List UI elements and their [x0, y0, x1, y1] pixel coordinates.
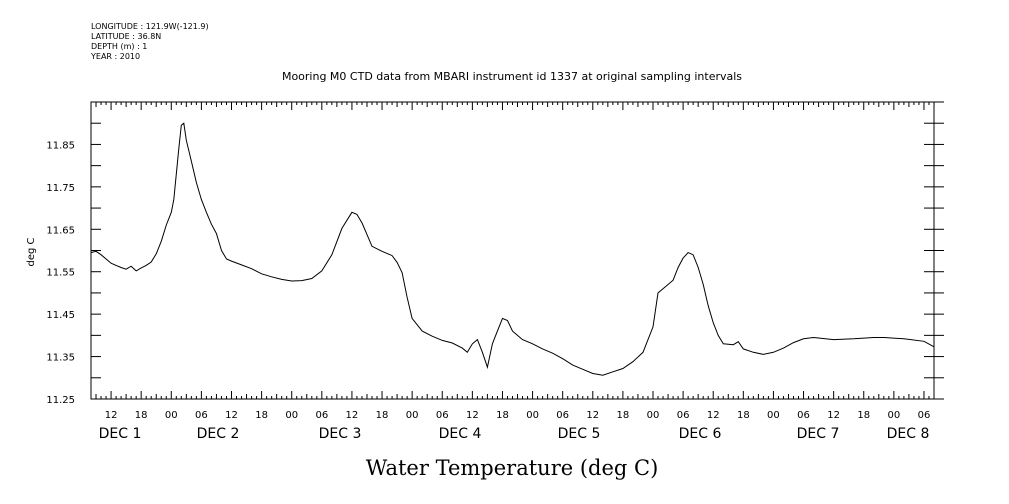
- x-tick-label: 18: [135, 410, 148, 421]
- x-axis-label: Water Temperature (deg C): [366, 456, 659, 480]
- y-tick-label: 11.75: [46, 183, 75, 194]
- temperature-series-line: [90, 122, 935, 376]
- x-tick-label: 18: [376, 410, 389, 421]
- x-tick-label: 12: [827, 410, 840, 421]
- x-tick-label: 00: [165, 410, 178, 421]
- axis-ticks: [90, 101, 944, 400]
- x-tick-label: 18: [496, 410, 509, 421]
- x-tick-label: 06: [556, 410, 569, 421]
- chart-title: Mooring M0 CTD data from MBARI instrumen…: [282, 70, 742, 83]
- x-tick-label: 12: [225, 410, 238, 421]
- x-tick-label: 00: [285, 410, 298, 421]
- x-tick-labels: 12 18 00 06 12 18 00 06 12 18 00 06 12 18 00 06 12 18 00 06…: [105, 410, 931, 421]
- longitude-line: LONGITUDE : 121.9W(-121.9): [91, 22, 209, 31]
- x-tick-label: 18: [737, 410, 750, 421]
- x-tick-label: 06: [918, 410, 931, 421]
- year-line: YEAR : 2010: [91, 52, 141, 61]
- x-tick-label: 12: [586, 410, 599, 421]
- x-day-labels: DEC 1 DEC 2 DEC 3 DEC 4 DEC 5 DEC 6 DEC 7 DEC 8: [99, 426, 930, 442]
- x-day-label: DEC 4: [439, 426, 482, 442]
- x-tick-label: 00: [406, 410, 419, 421]
- x-tick-label: 12: [466, 410, 479, 421]
- x-tick-label: 12: [707, 410, 720, 421]
- x-day-label: DEC 1: [99, 426, 142, 442]
- y-tick-label: 11.85: [46, 140, 75, 151]
- x-day-label: DEC 2: [197, 426, 240, 442]
- x-tick-label: 00: [526, 410, 539, 421]
- plot-frame: [90, 101, 935, 400]
- x-tick-label: 18: [857, 410, 870, 421]
- x-day-label: DEC 5: [558, 426, 601, 442]
- x-tick-label: 18: [255, 410, 268, 421]
- x-tick-label: 06: [195, 410, 208, 421]
- y-tick-label: 11.25: [46, 395, 75, 406]
- x-day-label: DEC 8: [887, 426, 930, 442]
- y-axis-label: deg C: [26, 237, 37, 266]
- x-tick-label: 00: [887, 410, 900, 421]
- x-tick-label: 06: [436, 410, 449, 421]
- x-tick-label: 18: [617, 410, 630, 421]
- y-tick-label: 11.45: [46, 310, 75, 321]
- x-day-label: DEC 7: [797, 426, 840, 442]
- y-tick-labels: 11.25 11.35 11.45 11.55 11.65 11.75 11.85: [46, 140, 75, 406]
- latitude-line: LATITUDE : 36.8N: [91, 32, 162, 41]
- x-tick-label: 06: [677, 410, 690, 421]
- x-tick-label: 00: [767, 410, 780, 421]
- y-tick-label: 11.65: [46, 225, 75, 236]
- x-tick-label: 06: [797, 410, 810, 421]
- y-tick-label: 11.35: [46, 353, 75, 364]
- x-tick-label: 12: [346, 410, 359, 421]
- x-day-label: DEC 3: [319, 426, 362, 442]
- x-tick-label: 12: [105, 410, 118, 421]
- metadata-block: LONGITUDE : 121.9W(-121.9) LATITUDE : 36…: [91, 22, 209, 62]
- depth-line: DEPTH (m) : 1: [91, 42, 148, 51]
- x-tick-label: 00: [647, 410, 660, 421]
- x-day-label: DEC 6: [679, 426, 722, 442]
- x-tick-label: 06: [315, 410, 328, 421]
- y-tick-label: 11.55: [46, 268, 75, 279]
